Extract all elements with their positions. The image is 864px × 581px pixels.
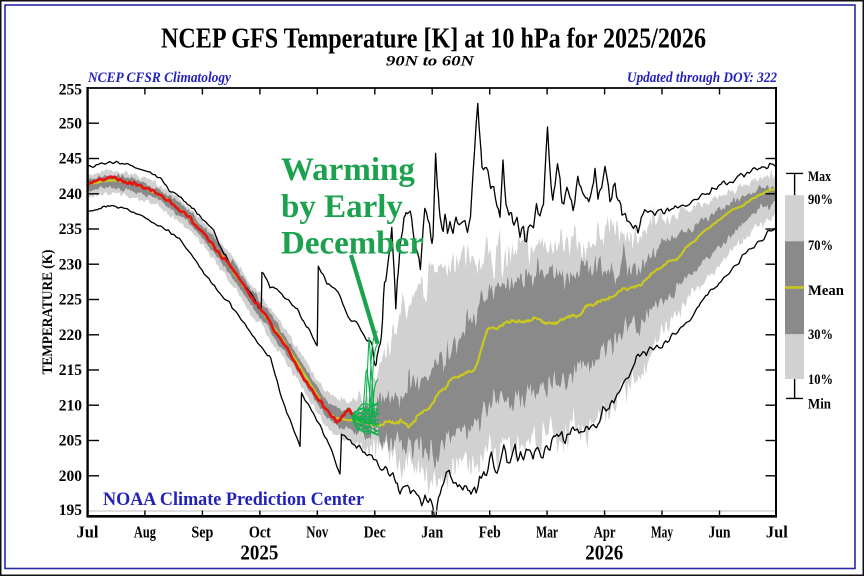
svg-text:Updated through DOY: 322: Updated through DOY: 322 <box>627 70 777 86</box>
svg-text:225: 225 <box>59 292 83 309</box>
svg-text:200: 200 <box>59 468 83 485</box>
svg-text:215: 215 <box>59 362 83 379</box>
svg-text:May: May <box>651 523 674 542</box>
svg-text:Jan: Jan <box>421 523 443 542</box>
svg-text:Dec: Dec <box>364 523 386 542</box>
svg-text:Min: Min <box>808 397 832 413</box>
svg-text:2026: 2026 <box>585 541 623 565</box>
svg-text:Jul: Jul <box>77 523 99 542</box>
svg-text:70%: 70% <box>808 238 833 254</box>
svg-text:195: 195 <box>59 502 83 519</box>
svg-text:Jul: Jul <box>766 523 788 542</box>
svg-text:245: 245 <box>59 151 83 168</box>
svg-text:10%: 10% <box>808 372 833 388</box>
svg-text:Jun: Jun <box>709 523 731 542</box>
svg-text:NCEP GFS Temperature [K] at 10: NCEP GFS Temperature [K] at 10 hPa for 2… <box>161 23 706 55</box>
svg-text:30%: 30% <box>808 327 833 343</box>
svg-text:Feb: Feb <box>479 523 501 542</box>
svg-text:255: 255 <box>59 82 83 99</box>
svg-text:220: 220 <box>59 327 83 344</box>
svg-text:Oct: Oct <box>249 523 271 542</box>
svg-text:90%: 90% <box>808 192 833 208</box>
svg-text:Mean: Mean <box>808 283 845 299</box>
svg-text:235: 235 <box>59 221 83 238</box>
svg-text:TEMPERATURE (K): TEMPERATURE (K) <box>40 250 56 375</box>
svg-text:Warming: Warming <box>281 152 415 188</box>
svg-text:2025: 2025 <box>240 541 278 565</box>
svg-text:Apr: Apr <box>594 523 616 542</box>
svg-text:NOAA Climate Prediction Center: NOAA Climate Prediction Center <box>103 489 365 510</box>
svg-text:NCEP CFSR Climatology: NCEP CFSR Climatology <box>87 70 231 86</box>
svg-text:90N to 60N: 90N to 60N <box>386 54 475 70</box>
svg-text:by Early: by Early <box>281 189 403 225</box>
svg-text:250: 250 <box>59 115 83 132</box>
svg-text:240: 240 <box>59 186 83 203</box>
svg-text:230: 230 <box>59 256 83 273</box>
svg-text:Sep: Sep <box>191 523 213 542</box>
svg-text:Mar: Mar <box>536 523 558 542</box>
svg-text:Nov: Nov <box>306 523 329 542</box>
svg-text:Max: Max <box>808 169 831 185</box>
svg-text:210: 210 <box>59 397 83 414</box>
svg-text:205: 205 <box>59 433 83 450</box>
svg-text:Aug: Aug <box>134 523 157 542</box>
